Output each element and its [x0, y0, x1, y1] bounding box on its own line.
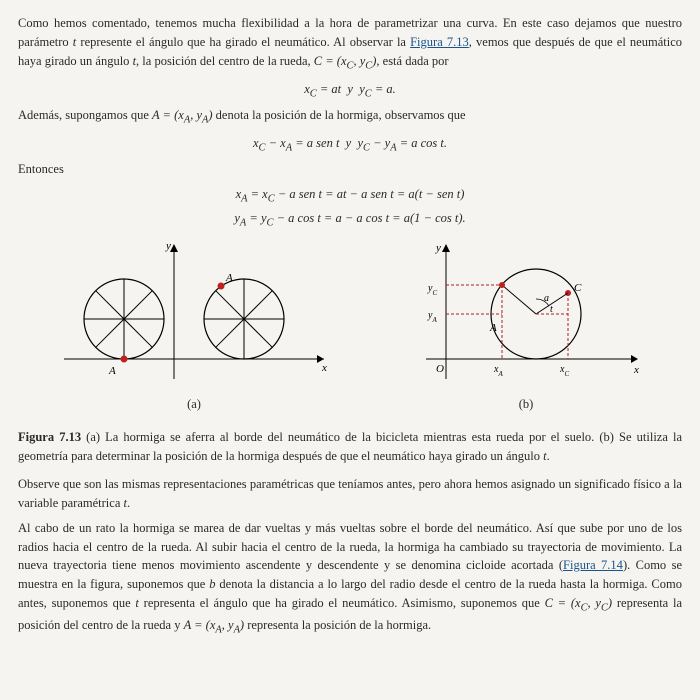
paragraph-1: Como hemos comentado, tenemos mucha flex…	[18, 14, 682, 74]
figure-7-13: y x A A	[18, 239, 682, 389]
svg-text:x: x	[321, 362, 327, 374]
eq-C2: C = (xC, yC)	[545, 596, 613, 610]
equation-1: xC = at y yC = a.	[18, 80, 682, 102]
wheel-diagram-a: y x A A	[54, 239, 334, 389]
paragraph-3: Entonces	[18, 160, 682, 179]
svg-text:A: A	[108, 365, 116, 377]
svg-text:y: y	[165, 240, 171, 252]
svg-text:O: O	[436, 363, 444, 375]
paragraph-2: Además, supongamos que A = (xA, yA) deno…	[18, 106, 682, 128]
paragraph-5: Al cabo de un rato la hormiga se marea d…	[18, 519, 682, 638]
text: , está dada por	[376, 54, 448, 68]
figure-7-13-b: y x O A C a t yC yA xA	[406, 239, 646, 389]
eq-A2: A = (xA, yA)	[184, 618, 245, 632]
text: represente el ángulo que ha girado el ne…	[76, 35, 410, 49]
equation-2: xC − xA = a sen t y yC − yA = a cos t.	[18, 134, 682, 156]
text: Además, supongamos que	[18, 108, 152, 122]
equation-3: xA = xC − a sen t = at − a sen t = a(t −…	[18, 185, 682, 207]
sublabel-a: (a)	[54, 395, 334, 414]
svg-text:A: A	[489, 322, 497, 334]
caption-title: Figura 7.13	[18, 430, 81, 444]
paragraph-4: Observe que son las mismas representacio…	[18, 475, 682, 513]
sublabel-b: (b)	[406, 395, 646, 414]
svg-text:A: A	[225, 272, 233, 284]
text: .	[127, 496, 130, 510]
equation-4: yA = yC − a cos t = a − a cos t = a(1 − …	[18, 209, 682, 231]
point-A-rolled	[218, 283, 225, 290]
svg-text:xA: xA	[493, 364, 503, 378]
caption-body: (a) La hormiga se aferra al borde del ne…	[18, 430, 682, 463]
svg-text:y: y	[435, 242, 441, 254]
figure-7-13-a: y x A A	[54, 239, 334, 389]
eq-A: A = (xA, yA)	[152, 108, 213, 122]
figure-7-13-link[interactable]: Figura 7.13	[410, 35, 469, 49]
svg-text:yC: yC	[427, 283, 437, 297]
wheel-diagram-b: y x O A C a t yC yA xA	[406, 239, 646, 389]
text: denota la posición de la hormiga, observ…	[213, 108, 466, 122]
text: , la posición del centro de la rueda,	[136, 54, 314, 68]
eq-C: C = (xC, yC)	[314, 54, 377, 68]
text: representa la posición de la hormiga.	[244, 618, 431, 632]
svg-text:t: t	[550, 304, 553, 315]
figure-caption: Figura 7.13 (a) La hormiga se aferra al …	[18, 428, 682, 466]
figure-7-14-link[interactable]: Figura 7.14	[563, 558, 623, 572]
sublabel-row: (a) (b)	[18, 393, 682, 422]
svg-text:x: x	[633, 364, 639, 376]
text: .	[547, 449, 550, 463]
svg-text:C: C	[574, 282, 582, 294]
text: Observe que son las mismas representacio…	[18, 477, 682, 510]
svg-text:yA: yA	[427, 310, 437, 324]
svg-text:xC: xC	[559, 364, 569, 378]
text: representa el ángulo que ha girado el ne…	[139, 596, 545, 610]
point-A-start	[121, 356, 128, 363]
